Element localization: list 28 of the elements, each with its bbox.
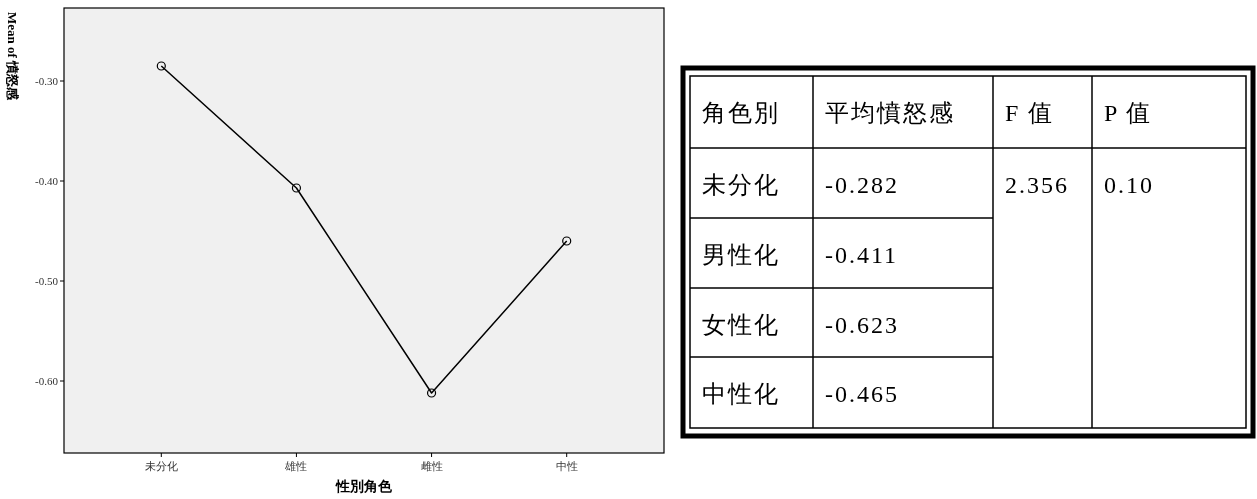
text: 女性化 xyxy=(702,312,780,338)
text: P 值 xyxy=(1104,100,1153,126)
x-tick-label: 雌性 xyxy=(420,460,443,473)
text: 角色別 xyxy=(702,100,780,126)
text: 未分化 xyxy=(702,172,780,198)
text: 0.10 xyxy=(1104,172,1154,198)
text: -0.411 xyxy=(825,242,899,268)
y-tick-label: -0.40 xyxy=(35,175,59,187)
text: 2.356 xyxy=(1005,172,1069,198)
x-axis-title: 性別角色 xyxy=(335,478,393,494)
text: F 值 xyxy=(1005,100,1055,126)
x-tick-label: 中性 xyxy=(555,460,578,473)
text: -0.623 xyxy=(825,312,899,338)
point xyxy=(291,183,302,193)
text: 中性化 xyxy=(702,381,780,407)
point xyxy=(426,388,437,398)
point xyxy=(562,236,572,246)
y-tick-label: -0.30 xyxy=(35,75,59,87)
x-tick-label: 雄性 xyxy=(284,460,308,473)
point xyxy=(156,61,166,71)
x-tick-label: 未分化 xyxy=(144,460,178,473)
text: 平均憤怒感 xyxy=(825,100,955,126)
y-tick-label: -0.50 xyxy=(35,275,59,287)
y-tick-label: -0.60 xyxy=(35,375,59,387)
text: 男性化 xyxy=(702,242,780,268)
y-axis-title: Mean of 憤怒感 xyxy=(5,12,20,102)
text: -0.282 xyxy=(825,172,899,198)
text: -0.465 xyxy=(825,381,899,407)
